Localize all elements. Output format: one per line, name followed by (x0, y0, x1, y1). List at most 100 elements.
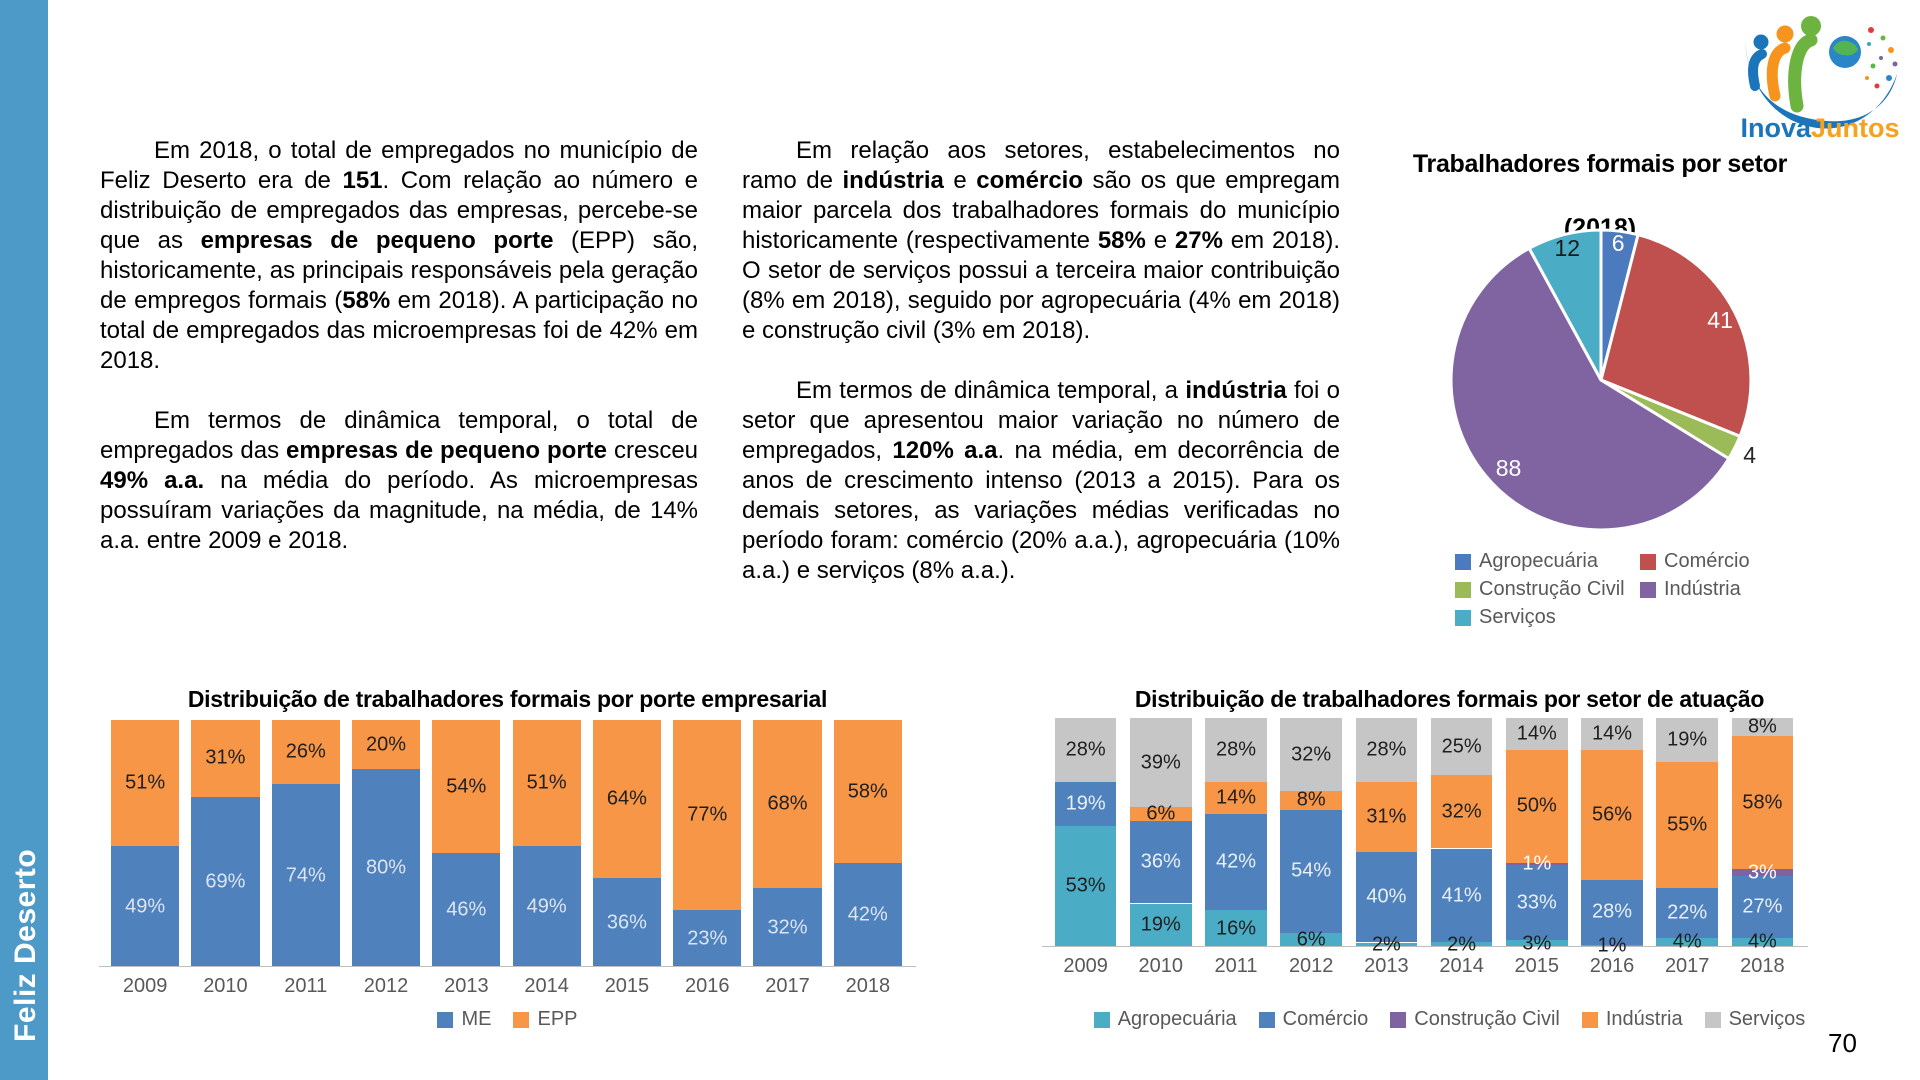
bar-segment-label: 1% (1522, 852, 1552, 875)
x-axis-label: 2011 (284, 975, 328, 997)
bar-segment-label: 22% (1667, 901, 1708, 924)
legend-marker (1704, 1011, 1721, 1028)
x-axis-label: 2013 (1364, 955, 1409, 977)
bar-segment-label: 4% (1747, 930, 1777, 953)
bar-segment-label: 74% (285, 864, 326, 887)
bar-segment-Comércio (1280, 809, 1343, 934)
pie-label: 88 (1496, 455, 1522, 481)
bar-segment-Agropecuária (1205, 910, 1267, 947)
bar-segment-Agropecuária (1054, 825, 1117, 947)
bold-text: 58% (342, 287, 391, 314)
bar-segment-label: 42% (847, 903, 888, 926)
bar-segment-Agropecuária (1280, 933, 1343, 947)
bar-segment-Construção Civil (1731, 869, 1794, 876)
bold-text: 120% a.a (892, 437, 998, 464)
pie-slice-Serviços (1527, 228, 1603, 382)
bar-segment-Serviços (1656, 718, 1719, 762)
bar-segment-ME (432, 853, 501, 967)
bar-segment-label: 33% (1516, 891, 1557, 914)
bar-segment-EPP (592, 720, 662, 879)
paragraph-col2-1: Em relação aos setores, estabelecimentos… (742, 136, 1340, 346)
x-axis-label: 2012 (1288, 955, 1334, 977)
bar-segment-label: 14% (1215, 786, 1257, 809)
pie-label: 6 (1612, 230, 1625, 256)
bar-segment-label: 32% (1441, 800, 1482, 823)
legend-marker (1390, 1011, 1407, 1028)
x-axis-label: 2014 (524, 975, 569, 997)
pie-slice-Indústria (1449, 246, 1731, 532)
legend-item-Construção Civil: Construção Civil (1390, 1008, 1560, 1031)
bar-segment-Comércio (1054, 782, 1117, 826)
bold-text: indústria (842, 167, 944, 194)
bar-segment-Serviços (1054, 718, 1117, 783)
bar-segment-ME (833, 863, 902, 967)
bar-segment-label: 51% (125, 771, 166, 794)
x-axis-label: 2018 (1740, 955, 1785, 977)
legend-item-Construção Civil: Construção Civil (1455, 578, 1640, 601)
bar-segment-Serviços (1355, 718, 1418, 782)
bar-segment-label: 69% (205, 870, 246, 893)
body-text: Em termos de dinâmica temporal, a (796, 377, 1186, 404)
bar-segment-Serviços (1581, 718, 1643, 751)
pie-slice-Comércio (1599, 233, 1753, 438)
bar-segment-Indústria (1205, 782, 1267, 815)
bar-segment-EPP (512, 720, 581, 846)
legend-label: Indústria (1664, 578, 1741, 600)
bar-segment-ME (512, 846, 581, 967)
legend-item-Agropecuária: Agropecuária (1455, 550, 1640, 573)
x-axis-label: 2010 (203, 975, 248, 997)
legend-label: Comércio (1282, 1008, 1369, 1030)
body-text: são os que empregam maior parcela dos tr… (742, 167, 1340, 254)
legend-label: Agropecuária (1479, 550, 1598, 572)
bar-segment-Comércio (1205, 814, 1267, 911)
bar-segment-Comércio (1130, 821, 1192, 904)
legend-marker (1455, 609, 1471, 626)
bold-text: 58% (1097, 227, 1146, 254)
x-axis-label: 2015 (1514, 955, 1560, 977)
pie-plot: 6 41 4 88 12 (1449, 228, 1756, 532)
legend-marker (1455, 553, 1471, 570)
x-axis-label: 2018 (845, 975, 891, 997)
legend-label: ME (461, 1008, 492, 1030)
bar-segment-label: 54% (1291, 859, 1332, 882)
legend-label: Serviços (1728, 1008, 1806, 1030)
bar-segment-Indústria (1731, 736, 1794, 870)
bar-segment-label: 23% (687, 927, 728, 950)
bar-segment-Serviços (1205, 718, 1267, 783)
body-text: foi o setor que apresentou maior variaçã… (742, 377, 1340, 464)
bar-segment-label: 46% (446, 898, 487, 921)
bar-segment-Comércio (1656, 887, 1719, 938)
bar-segment-Serviços (1430, 718, 1493, 776)
bold-text: comércio (976, 167, 1083, 194)
bar-segment-label: 53% (1065, 874, 1106, 897)
bar-segment-Serviços (1506, 718, 1568, 750)
legend-item-Comércio: Comércio (1640, 550, 1825, 573)
bar-segment-label: 19% (1667, 728, 1708, 751)
legend-marker (1581, 1011, 1598, 1028)
bar-segment-Indústria (1280, 791, 1343, 810)
paragraph-col1-1: Em 2018, o total de empregados no municí… (100, 136, 698, 376)
bar-segment-label: 31% (1366, 805, 1407, 828)
bar-segment-label: 32% (767, 916, 808, 938)
bar-segment-ME (191, 796, 260, 967)
paragraph-col1-2: Em termos de dinâmica temporal, o total … (100, 406, 698, 556)
bar-segment-label: 28% (1065, 738, 1106, 761)
legend-marker (1093, 1011, 1110, 1028)
bar-segment-Construção Civil (1506, 863, 1568, 866)
legend-label: Agropecuária (1117, 1008, 1237, 1030)
bar-segment-label: 14% (1591, 722, 1633, 745)
bar-segment-Indústria (1581, 750, 1643, 880)
bar-segment-Indústria (1506, 749, 1568, 864)
pie-chart-trabalhadores-por-setor: Trabalhadores formais por setor (2018) 6… (1400, 150, 1800, 650)
bar-segment-EPP (271, 720, 340, 785)
bar-chart-setor-plot: 53% 19% 28% 2009 19% 36% 6% 39% 2010 16% 42% 14% 28%… (1042, 716, 1808, 977)
legend-marker (1640, 581, 1656, 598)
legend-marker (437, 1011, 454, 1028)
x-axis-label: 2009 (122, 975, 168, 997)
bar-segment-Indústria (1355, 781, 1418, 852)
bar-segment-label: 80% (365, 856, 407, 879)
bar-chart-setor-legend: Agropecuária Comércio Construção Civil Indú… (1032, 1008, 1867, 1031)
bar-segment-EPP (753, 720, 822, 888)
x-axis-label: 2013 (444, 975, 489, 997)
